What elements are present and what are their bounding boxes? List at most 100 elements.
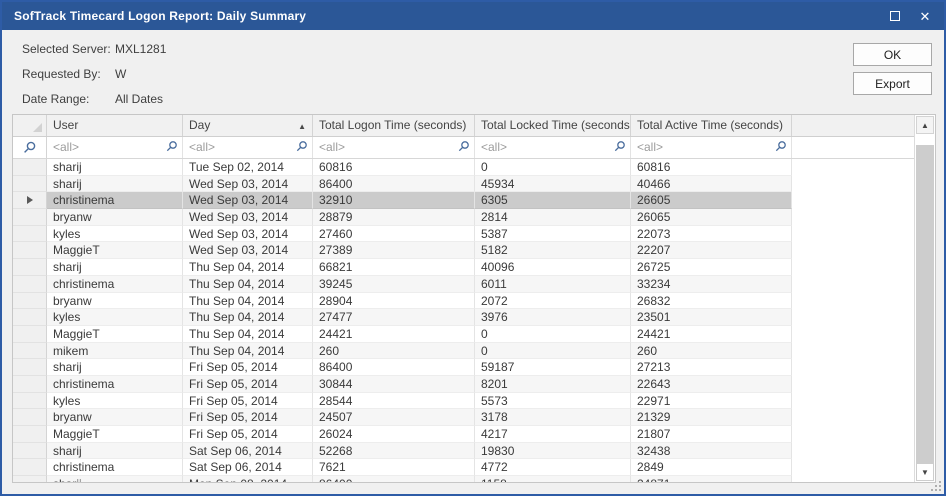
table-row[interactable]: christinemaThu Sep 04, 20143924560113323… [13, 276, 914, 293]
row-indicator[interactable] [13, 409, 47, 426]
filter-input-locked[interactable]: <all> [475, 137, 631, 158]
table-row[interactable]: MaggieTFri Sep 05, 201426024421721807 [13, 426, 914, 443]
cell-logon[interactable]: 7621 [313, 459, 475, 476]
cell-active[interactable]: 26605 [631, 192, 792, 209]
cell-logon[interactable]: 86400 [313, 476, 475, 482]
table-row[interactable]: kylesWed Sep 03, 201427460538722073 [13, 226, 914, 243]
close-button[interactable]: ✕ [910, 2, 940, 30]
filter-input-user[interactable]: <all> [47, 137, 183, 158]
row-indicator[interactable] [13, 476, 47, 482]
filter-search-icon[interactable] [165, 140, 178, 153]
cell-user[interactable]: kyles [47, 309, 183, 326]
cell-logon[interactable]: 28904 [313, 293, 475, 310]
cell-logon[interactable]: 28544 [313, 393, 475, 410]
filter-input-active[interactable]: <all> [631, 137, 792, 158]
cell-locked[interactable]: 45934 [475, 176, 631, 193]
table-row[interactable]: bryanwThu Sep 04, 201428904207226832 [13, 293, 914, 310]
cell-day[interactable]: Thu Sep 04, 2014 [183, 259, 313, 276]
cell-logon[interactable]: 24421 [313, 326, 475, 343]
table-row[interactable]: bryanwWed Sep 03, 201428879281426065 [13, 209, 914, 226]
cell-logon[interactable]: 24507 [313, 409, 475, 426]
row-indicator[interactable] [13, 259, 47, 276]
scroll-up-button[interactable]: ▲ [916, 116, 934, 134]
cell-day[interactable]: Fri Sep 05, 2014 [183, 359, 313, 376]
cell-locked[interactable]: 59187 [475, 359, 631, 376]
row-indicator[interactable] [13, 459, 47, 476]
table-row[interactable]: sharijSat Sep 06, 2014522681983032438 [13, 443, 914, 460]
cell-logon[interactable]: 28879 [313, 209, 475, 226]
table-row[interactable]: sharijThu Sep 04, 2014668214009626725 [13, 259, 914, 276]
cell-user[interactable]: MaggieT [47, 242, 183, 259]
row-indicator-selected[interactable] [13, 192, 47, 209]
filter-row-indicator[interactable] [13, 137, 47, 158]
cell-day[interactable]: Thu Sep 04, 2014 [183, 326, 313, 343]
cell-user[interactable]: bryanw [47, 209, 183, 226]
row-indicator[interactable] [13, 343, 47, 360]
row-indicator[interactable] [13, 242, 47, 259]
row-indicator[interactable] [13, 309, 47, 326]
row-indicator[interactable] [13, 326, 47, 343]
cell-logon[interactable]: 30844 [313, 376, 475, 393]
row-indicator[interactable] [13, 209, 47, 226]
cell-active[interactable]: 2849 [631, 459, 792, 476]
cell-day[interactable]: Sat Sep 06, 2014 [183, 459, 313, 476]
cell-active[interactable]: 40466 [631, 176, 792, 193]
row-indicator[interactable] [13, 376, 47, 393]
cell-day[interactable]: Fri Sep 05, 2014 [183, 376, 313, 393]
cell-day[interactable]: Thu Sep 04, 2014 [183, 276, 313, 293]
table-row[interactable]: sharijWed Sep 03, 2014864004593440466 [13, 176, 914, 193]
cell-active[interactable]: 26065 [631, 209, 792, 226]
cell-user[interactable]: sharij [47, 159, 183, 176]
table-row[interactable]: christinemaWed Sep 03, 20143291063052660… [13, 192, 914, 209]
table-row[interactable]: sharijFri Sep 05, 2014864005918727213 [13, 359, 914, 376]
row-indicator[interactable] [13, 443, 47, 460]
cell-logon[interactable]: 32910 [313, 192, 475, 209]
scroll-down-button[interactable]: ▼ [916, 463, 934, 481]
cell-locked[interactable]: 6011 [475, 276, 631, 293]
cell-active[interactable]: 27213 [631, 359, 792, 376]
cell-user[interactable]: MaggieT [47, 326, 183, 343]
filter-search-icon[interactable] [613, 140, 626, 153]
cell-logon[interactable]: 52268 [313, 443, 475, 460]
cell-user[interactable]: sharij [47, 443, 183, 460]
cell-active[interactable]: 24871 [631, 476, 792, 482]
row-indicator[interactable] [13, 176, 47, 193]
cell-user[interactable]: christinema [47, 276, 183, 293]
cell-locked[interactable]: 3178 [475, 409, 631, 426]
cell-day[interactable]: Tue Sep 02, 2014 [183, 159, 313, 176]
grid-corner-cell[interactable] [13, 115, 47, 136]
cell-locked[interactable]: 19830 [475, 443, 631, 460]
cell-active[interactable]: 21807 [631, 426, 792, 443]
vertical-scrollbar[interactable]: ▲ ▼ [914, 115, 935, 482]
maximize-button[interactable] [880, 2, 910, 30]
cell-locked[interactable]: 6305 [475, 192, 631, 209]
cell-active[interactable]: 22643 [631, 376, 792, 393]
row-indicator[interactable] [13, 426, 47, 443]
cell-locked[interactable]: 4217 [475, 426, 631, 443]
cell-day[interactable]: Wed Sep 03, 2014 [183, 176, 313, 193]
cell-active[interactable]: 32438 [631, 443, 792, 460]
cell-active[interactable]: 23501 [631, 309, 792, 326]
row-indicator[interactable] [13, 293, 47, 310]
cell-user[interactable]: sharij [47, 176, 183, 193]
cell-locked[interactable]: 0 [475, 326, 631, 343]
resize-grip[interactable] [931, 481, 941, 491]
cell-user[interactable]: kyles [47, 393, 183, 410]
cell-logon[interactable]: 66821 [313, 259, 475, 276]
cell-active[interactable]: 22207 [631, 242, 792, 259]
row-indicator[interactable] [13, 226, 47, 243]
cell-active[interactable]: 26725 [631, 259, 792, 276]
cell-locked[interactable]: 2814 [475, 209, 631, 226]
cell-user[interactable]: bryanw [47, 293, 183, 310]
table-row[interactable]: sharijMon Sep 08, 201486400115824871 [13, 476, 914, 482]
row-indicator[interactable] [13, 276, 47, 293]
row-indicator[interactable] [13, 359, 47, 376]
table-row[interactable]: bryanwFri Sep 05, 201424507317821329 [13, 409, 914, 426]
cell-locked[interactable]: 5182 [475, 242, 631, 259]
cell-logon[interactable]: 27477 [313, 309, 475, 326]
cell-day[interactable]: Wed Sep 03, 2014 [183, 209, 313, 226]
cell-day[interactable]: Fri Sep 05, 2014 [183, 409, 313, 426]
cell-user[interactable]: mikem [47, 343, 183, 360]
cell-user[interactable]: sharij [47, 476, 183, 482]
cell-user[interactable]: sharij [47, 259, 183, 276]
